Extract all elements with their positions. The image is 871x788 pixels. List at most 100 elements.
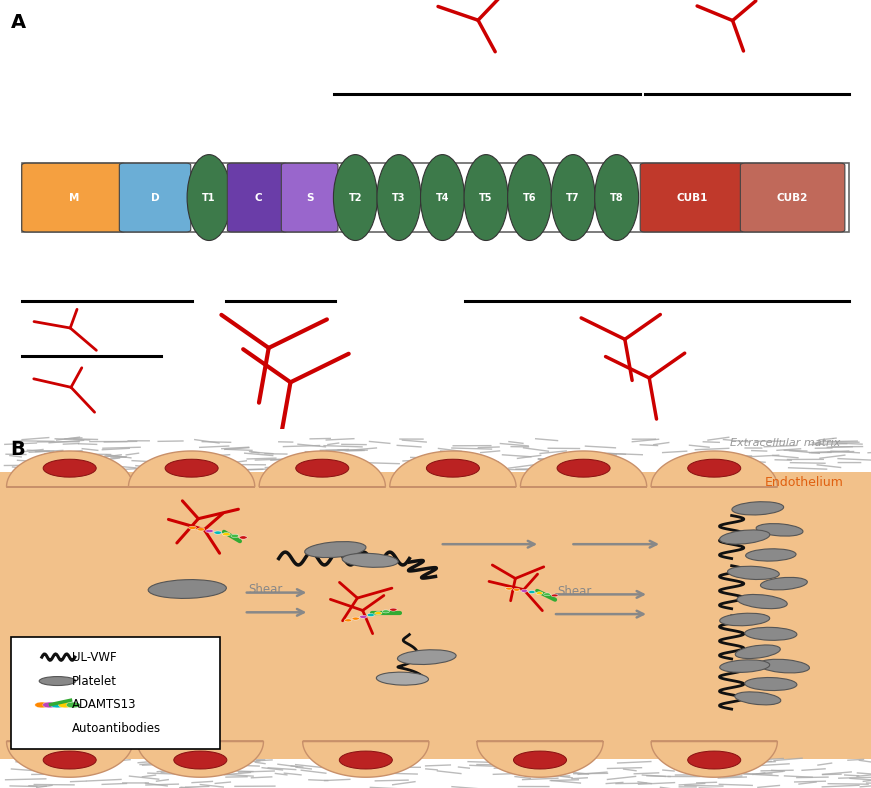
Circle shape <box>214 531 222 534</box>
FancyBboxPatch shape <box>11 637 220 749</box>
Circle shape <box>240 536 247 539</box>
Text: Endothelium: Endothelium <box>764 476 843 489</box>
Circle shape <box>206 530 213 533</box>
Text: C: C <box>254 192 261 203</box>
Text: UL-VWF: UL-VWF <box>72 651 117 663</box>
Circle shape <box>231 534 239 537</box>
Ellipse shape <box>514 751 566 769</box>
Text: CUB2: CUB2 <box>777 192 808 203</box>
Circle shape <box>360 615 367 619</box>
Ellipse shape <box>735 645 780 659</box>
Text: ADAMTS13: ADAMTS13 <box>72 698 137 712</box>
Polygon shape <box>477 742 603 777</box>
Ellipse shape <box>759 660 809 673</box>
Polygon shape <box>129 451 254 487</box>
Ellipse shape <box>44 459 96 478</box>
Polygon shape <box>7 742 132 777</box>
Ellipse shape <box>719 660 770 672</box>
Bar <box>22 163 849 232</box>
Circle shape <box>382 610 389 613</box>
Text: T5: T5 <box>479 192 493 203</box>
Ellipse shape <box>745 627 797 641</box>
Ellipse shape <box>377 154 421 240</box>
Ellipse shape <box>719 530 770 545</box>
Ellipse shape <box>464 154 508 240</box>
Circle shape <box>197 528 205 531</box>
Text: D: D <box>151 192 159 203</box>
Text: T8: T8 <box>610 192 624 203</box>
Text: T7: T7 <box>566 192 580 203</box>
Polygon shape <box>259 451 385 487</box>
Text: Platelet: Platelet <box>72 675 118 688</box>
Ellipse shape <box>688 459 740 478</box>
Ellipse shape <box>340 751 392 769</box>
Ellipse shape <box>427 459 479 478</box>
Ellipse shape <box>745 678 797 690</box>
Polygon shape <box>138 742 263 777</box>
Circle shape <box>521 589 528 593</box>
Ellipse shape <box>334 154 377 240</box>
Ellipse shape <box>305 541 366 558</box>
Text: M: M <box>69 192 79 203</box>
Text: T4: T4 <box>436 192 449 203</box>
Circle shape <box>35 702 49 708</box>
Circle shape <box>66 702 80 708</box>
Ellipse shape <box>508 154 551 240</box>
Circle shape <box>51 702 64 708</box>
Bar <box>0 473 871 760</box>
Ellipse shape <box>296 459 348 478</box>
Circle shape <box>352 617 360 620</box>
Circle shape <box>536 592 543 595</box>
Circle shape <box>367 614 375 616</box>
FancyBboxPatch shape <box>640 163 745 232</box>
Text: Shear: Shear <box>248 583 282 597</box>
Ellipse shape <box>421 154 464 240</box>
Polygon shape <box>651 742 777 777</box>
Ellipse shape <box>376 672 429 685</box>
Ellipse shape <box>551 154 595 240</box>
FancyBboxPatch shape <box>119 163 191 232</box>
Text: T2: T2 <box>348 192 362 203</box>
Circle shape <box>222 533 230 536</box>
Ellipse shape <box>719 613 770 626</box>
Text: Autoantibodies: Autoantibodies <box>72 723 161 735</box>
Circle shape <box>58 702 72 708</box>
Text: T1: T1 <box>202 192 216 203</box>
Ellipse shape <box>746 548 796 561</box>
Circle shape <box>529 591 536 593</box>
Circle shape <box>551 594 558 597</box>
Polygon shape <box>651 451 777 487</box>
FancyBboxPatch shape <box>281 163 338 232</box>
Ellipse shape <box>39 677 76 686</box>
Ellipse shape <box>737 594 787 608</box>
Circle shape <box>189 526 197 530</box>
Ellipse shape <box>174 751 226 769</box>
Text: CUB1: CUB1 <box>677 192 708 203</box>
Circle shape <box>544 593 550 596</box>
Ellipse shape <box>44 751 96 769</box>
Text: S: S <box>306 192 314 203</box>
Text: Extracellular matrix: Extracellular matrix <box>730 438 841 448</box>
Text: B: B <box>10 440 25 459</box>
Ellipse shape <box>688 751 740 769</box>
Circle shape <box>506 587 512 590</box>
Ellipse shape <box>760 578 807 590</box>
Text: T6: T6 <box>523 192 537 203</box>
Circle shape <box>375 611 382 615</box>
Circle shape <box>344 619 352 622</box>
Ellipse shape <box>187 154 231 240</box>
FancyBboxPatch shape <box>227 163 288 232</box>
Ellipse shape <box>165 459 218 478</box>
Polygon shape <box>521 451 646 487</box>
Polygon shape <box>7 451 132 487</box>
Ellipse shape <box>756 523 803 536</box>
Polygon shape <box>389 451 516 487</box>
FancyBboxPatch shape <box>740 163 845 232</box>
Ellipse shape <box>342 553 398 567</box>
Text: T3: T3 <box>392 192 406 203</box>
Ellipse shape <box>727 567 780 579</box>
Ellipse shape <box>148 580 226 598</box>
Ellipse shape <box>397 650 456 664</box>
FancyBboxPatch shape <box>22 163 126 232</box>
Text: A: A <box>10 13 25 32</box>
